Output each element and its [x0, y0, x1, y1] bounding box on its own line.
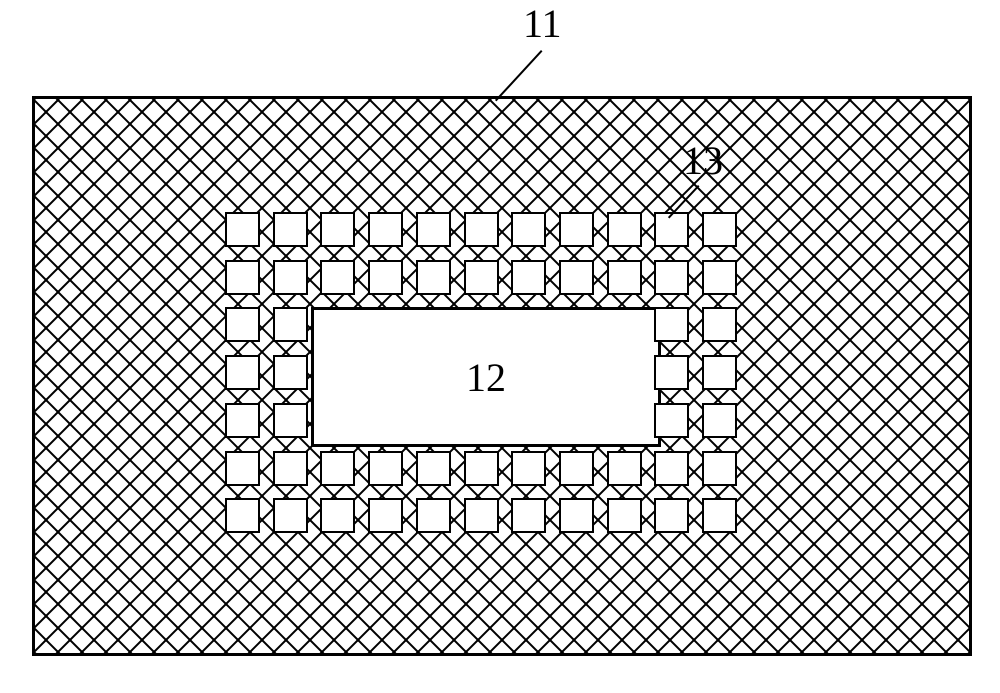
perforation-square [225, 212, 260, 247]
perforation-square [273, 403, 308, 438]
perforation-square [464, 212, 499, 247]
perforation-square [225, 403, 260, 438]
perforation-square [320, 212, 355, 247]
perforation-square [654, 498, 689, 533]
perforation-square [559, 451, 594, 486]
perforation-square [320, 451, 355, 486]
perforation-square [654, 260, 689, 295]
perforation-square [416, 498, 451, 533]
perforation-square [225, 498, 260, 533]
label-11: 11 [523, 0, 562, 47]
perforation-square [320, 260, 355, 295]
diagram-stage: 12 11 13 [0, 0, 1000, 693]
perforation-square [273, 260, 308, 295]
perforation-square [511, 260, 546, 295]
perforation-square [559, 212, 594, 247]
label-13: 13 [683, 137, 723, 184]
perforation-square [654, 212, 689, 247]
perforation-square [702, 451, 737, 486]
perforation-square [702, 403, 737, 438]
perforation-square [511, 212, 546, 247]
perforation-square [225, 307, 260, 342]
perforation-square [273, 212, 308, 247]
perforation-square [702, 498, 737, 533]
perforation-square [273, 355, 308, 390]
perforation-square [511, 498, 546, 533]
perforation-square [368, 451, 403, 486]
perforation-square [511, 451, 546, 486]
perforation-square [607, 260, 642, 295]
perforation-square [654, 355, 689, 390]
perforation-square [416, 451, 451, 486]
perforation-square [416, 212, 451, 247]
perforation-square [702, 260, 737, 295]
perforation-square [607, 212, 642, 247]
perforation-square [368, 212, 403, 247]
perforation-square [225, 260, 260, 295]
perforation-square [368, 260, 403, 295]
perforation-square [273, 451, 308, 486]
perforation-square [607, 498, 642, 533]
perforation-square [464, 260, 499, 295]
perforation-square [559, 260, 594, 295]
perforation-square [702, 212, 737, 247]
perforation-square [320, 498, 355, 533]
perforation-square [654, 403, 689, 438]
perforation-square [368, 498, 403, 533]
label-12: 12 [311, 307, 661, 447]
leader-11 [495, 50, 542, 101]
perforation-square [702, 307, 737, 342]
perforation-square [416, 260, 451, 295]
perforation-square [702, 355, 737, 390]
perforation-square [273, 498, 308, 533]
perforation-square [654, 307, 689, 342]
perforation-square [464, 451, 499, 486]
perforation-square [273, 307, 308, 342]
perforation-square [464, 498, 499, 533]
perforation-square [654, 451, 689, 486]
perforation-square [607, 451, 642, 486]
perforation-square [225, 355, 260, 390]
perforation-square [559, 498, 594, 533]
perforation-square [225, 451, 260, 486]
